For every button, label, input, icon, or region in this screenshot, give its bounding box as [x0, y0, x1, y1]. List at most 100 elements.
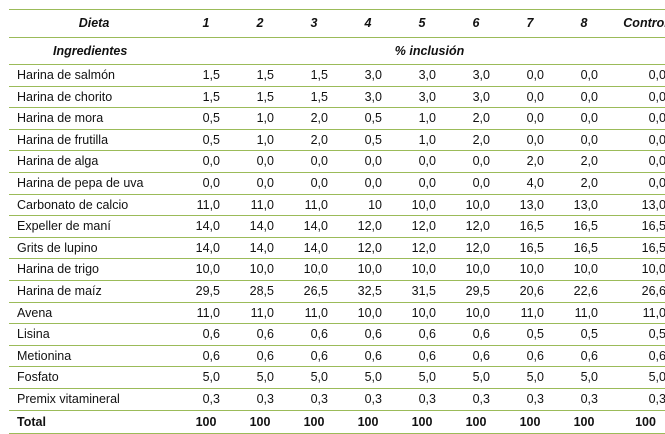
diet-7-value: 2,0: [503, 150, 557, 173]
control-value: 0,5: [611, 323, 665, 346]
table-row: Grits de lupino 14,0 14,0 14,0 12,0 12,0 12,0 1…: [9, 237, 665, 260]
diet-6-value: 0,0: [449, 172, 503, 195]
control-value: 0,6: [611, 345, 665, 368]
diet-header-8: 8: [557, 9, 611, 38]
diet-7-value: 0,3: [503, 388, 557, 411]
diet-3-value: 2,0: [287, 107, 341, 130]
header-row-diets: Dieta 1 2 3 4 5 6 7 8 Control: [9, 9, 665, 38]
control-value: 13,0: [611, 194, 665, 217]
table-row: Harina de frutilla 0,5 1,0 2,0 0,5 1,0 2,0 0,0 0…: [9, 129, 665, 152]
diet-7-value: 0,0: [503, 107, 557, 130]
ingredient-name: Harina de alga: [9, 150, 179, 173]
inclusion-header: % inclusión: [179, 37, 665, 65]
diet-7-value: 13,0: [503, 194, 557, 217]
diet-header-4: 4: [341, 9, 395, 38]
diet-8-value: 0,5: [557, 323, 611, 346]
diet-4-value: 10,0: [341, 258, 395, 281]
ingredient-name: Harina de mora: [9, 107, 179, 130]
diet-1-value: 1,5: [179, 64, 233, 87]
diet-4-value: 12,0: [341, 237, 395, 260]
diet-8-value: 11,0: [557, 302, 611, 325]
diet-5-value: 3,0: [395, 86, 449, 109]
diet-4-value: 0,0: [341, 172, 395, 195]
diet-5-value: 0,0: [395, 172, 449, 195]
diet-4-value: 5,0: [341, 366, 395, 389]
control-value: 0,0: [611, 150, 665, 173]
diet-8-value: 5,0: [557, 366, 611, 389]
diet-8-value: 0,0: [557, 86, 611, 109]
diet-7-value: 0,0: [503, 64, 557, 87]
ingredient-name: Lisina: [9, 323, 179, 346]
diet-6-value: 12,0: [449, 215, 503, 238]
control-value: 0,0: [611, 64, 665, 87]
control-value: 16,5: [611, 237, 665, 260]
ingredient-name: Fosfato: [9, 366, 179, 389]
diet-4-value: 10: [341, 194, 395, 217]
diet-6-value: 2,0: [449, 107, 503, 130]
diet-7-value: 10,0: [503, 258, 557, 281]
table-row: Harina de maíz 29,5 28,5 26,5 32,5 31,5 29,5 20…: [9, 280, 665, 303]
diet-3-value: 11,0: [287, 302, 341, 325]
diet-6-value: 3,0: [449, 86, 503, 109]
diet-4-value: 0,0: [341, 150, 395, 173]
control-value: 26,6: [611, 280, 665, 303]
total-diet-6: 100: [449, 410, 503, 434]
table-row: Carbonato de calcio 11,0 11,0 11,0 10 10,0 10,…: [9, 194, 665, 217]
diet-2-value: 11,0: [233, 194, 287, 217]
diet-1-value: 0,0: [179, 150, 233, 173]
diet-2-value: 1,0: [233, 107, 287, 130]
diet-2-value: 5,0: [233, 366, 287, 389]
total-diet-2: 100: [233, 410, 287, 434]
diet-4-value: 12,0: [341, 215, 395, 238]
diet-4-value: 3,0: [341, 64, 395, 87]
ingredient-name: Grits de lupino: [9, 237, 179, 260]
diet-1-value: 0,5: [179, 129, 233, 152]
table-row: Harina de trigo 10,0 10,0 10,0 10,0 10,0 10,0 1…: [9, 258, 665, 281]
ingredient-name: Metionina: [9, 345, 179, 368]
diet-6-value: 29,5: [449, 280, 503, 303]
ingredient-name: Premix vitamineral: [9, 388, 179, 411]
diet-7-value: 0,0: [503, 86, 557, 109]
total-control: 100: [611, 410, 665, 434]
diet-7-value: 4,0: [503, 172, 557, 195]
ingredient-name: Harina de trigo: [9, 258, 179, 281]
diet-header-7: 7: [503, 9, 557, 38]
diet-6-value: 10,0: [449, 194, 503, 217]
total-diet-7: 100: [503, 410, 557, 434]
ingredients-header: Ingredientes: [9, 37, 179, 65]
table-row: Expeller de maní 14,0 14,0 14,0 12,0 12,0 12,0…: [9, 215, 665, 238]
diet-1-value: 11,0: [179, 302, 233, 325]
diet-1-value: 29,5: [179, 280, 233, 303]
table-row: Harina de chorito 1,5 1,5 1,5 3,0 3,0 3,0 0,0 0,…: [9, 86, 665, 109]
diet-4-value: 0,3: [341, 388, 395, 411]
diet-8-value: 0,0: [557, 129, 611, 152]
diet-2-value: 1,0: [233, 129, 287, 152]
diet-5-value: 0,6: [395, 345, 449, 368]
control-header: Control: [611, 9, 665, 38]
diet-8-value: 13,0: [557, 194, 611, 217]
dieta-header: Dieta: [9, 9, 179, 38]
ingredient-name: Harina de pepa de uva: [9, 172, 179, 195]
diet-1-value: 0,5: [179, 107, 233, 130]
diet-8-value: 16,5: [557, 237, 611, 260]
header-row-ingredients: Ingredientes % inclusión: [9, 37, 665, 65]
diet-6-value: 0,3: [449, 388, 503, 411]
diet-6-value: 12,0: [449, 237, 503, 260]
diet-3-value: 0,0: [287, 150, 341, 173]
diet-3-value: 0,6: [287, 345, 341, 368]
control-value: 0,0: [611, 86, 665, 109]
control-value: 16,5: [611, 215, 665, 238]
diet-2-value: 28,5: [233, 280, 287, 303]
diet-5-value: 12,0: [395, 237, 449, 260]
diet-5-value: 3,0: [395, 64, 449, 87]
diet-3-value: 5,0: [287, 366, 341, 389]
diet-6-value: 2,0: [449, 129, 503, 152]
diet-2-value: 14,0: [233, 215, 287, 238]
table-row: Harina de mora 0,5 1,0 2,0 0,5 1,0 2,0 0,0 0,0 0,…: [9, 107, 665, 130]
diet-2-value: 0,0: [233, 172, 287, 195]
diet-1-value: 14,0: [179, 237, 233, 260]
diet-8-value: 0,6: [557, 345, 611, 368]
diet-3-value: 1,5: [287, 64, 341, 87]
diet-7-value: 16,5: [503, 237, 557, 260]
diet-3-value: 11,0: [287, 194, 341, 217]
